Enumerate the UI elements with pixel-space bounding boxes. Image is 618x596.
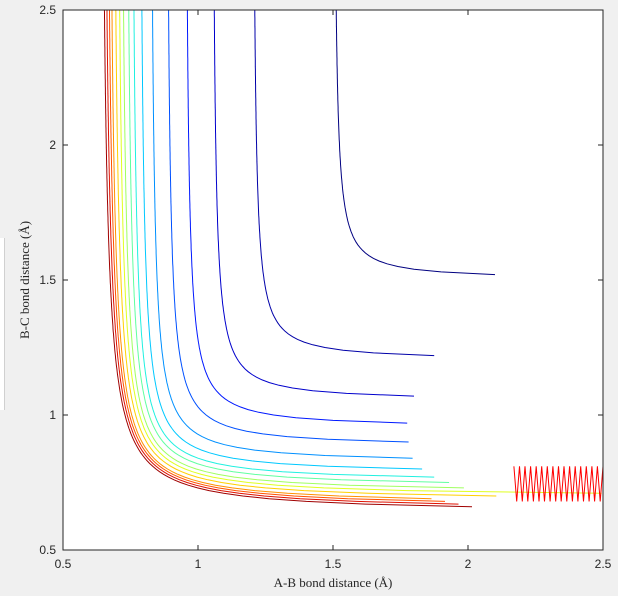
contour-line (152, 9, 413, 459)
x-tick-label: 1 (195, 557, 202, 571)
y-tick-label: 1 (49, 408, 56, 422)
contour-line (213, 10, 415, 397)
x-tick-label: 2.5 (595, 557, 612, 571)
contour-line (133, 10, 435, 478)
trajectory-line (513, 466, 604, 502)
y-axis-label: B-C bond distance (Å) (17, 221, 32, 339)
contour-line (119, 10, 602, 494)
x-axis-label: A-B bond distance (Å) (274, 575, 393, 590)
x-tick-label: 2 (465, 557, 472, 571)
contour-line (186, 10, 408, 424)
y-tick-label: 2 (49, 138, 56, 152)
contour-line (335, 9, 496, 276)
plot-area (63, 10, 603, 550)
contour-line (123, 9, 464, 489)
y-tick-label: 0.5 (39, 543, 56, 557)
contour-line (106, 10, 459, 505)
x-tick-label: 0.5 (55, 557, 72, 571)
x-tick-label: 1.5 (325, 557, 342, 571)
contour-line (103, 9, 473, 508)
y-tick-label: 2.5 (39, 3, 56, 17)
contour-line (128, 10, 450, 483)
y-tick-label: 1.5 (39, 273, 56, 287)
contour-lines (103, 9, 602, 508)
axis-ticks: 0.5 1 1.5 2 2.5 0.5 1 1.5 2 2.5 (39, 3, 611, 571)
contour-line (109, 10, 446, 502)
contour-line (111, 10, 432, 500)
contour-line (115, 9, 497, 497)
contour-line (141, 10, 423, 470)
left-edge-strip (0, 238, 5, 410)
contour-line (168, 10, 409, 443)
contour-line (254, 10, 435, 357)
trajectory (513, 466, 604, 502)
